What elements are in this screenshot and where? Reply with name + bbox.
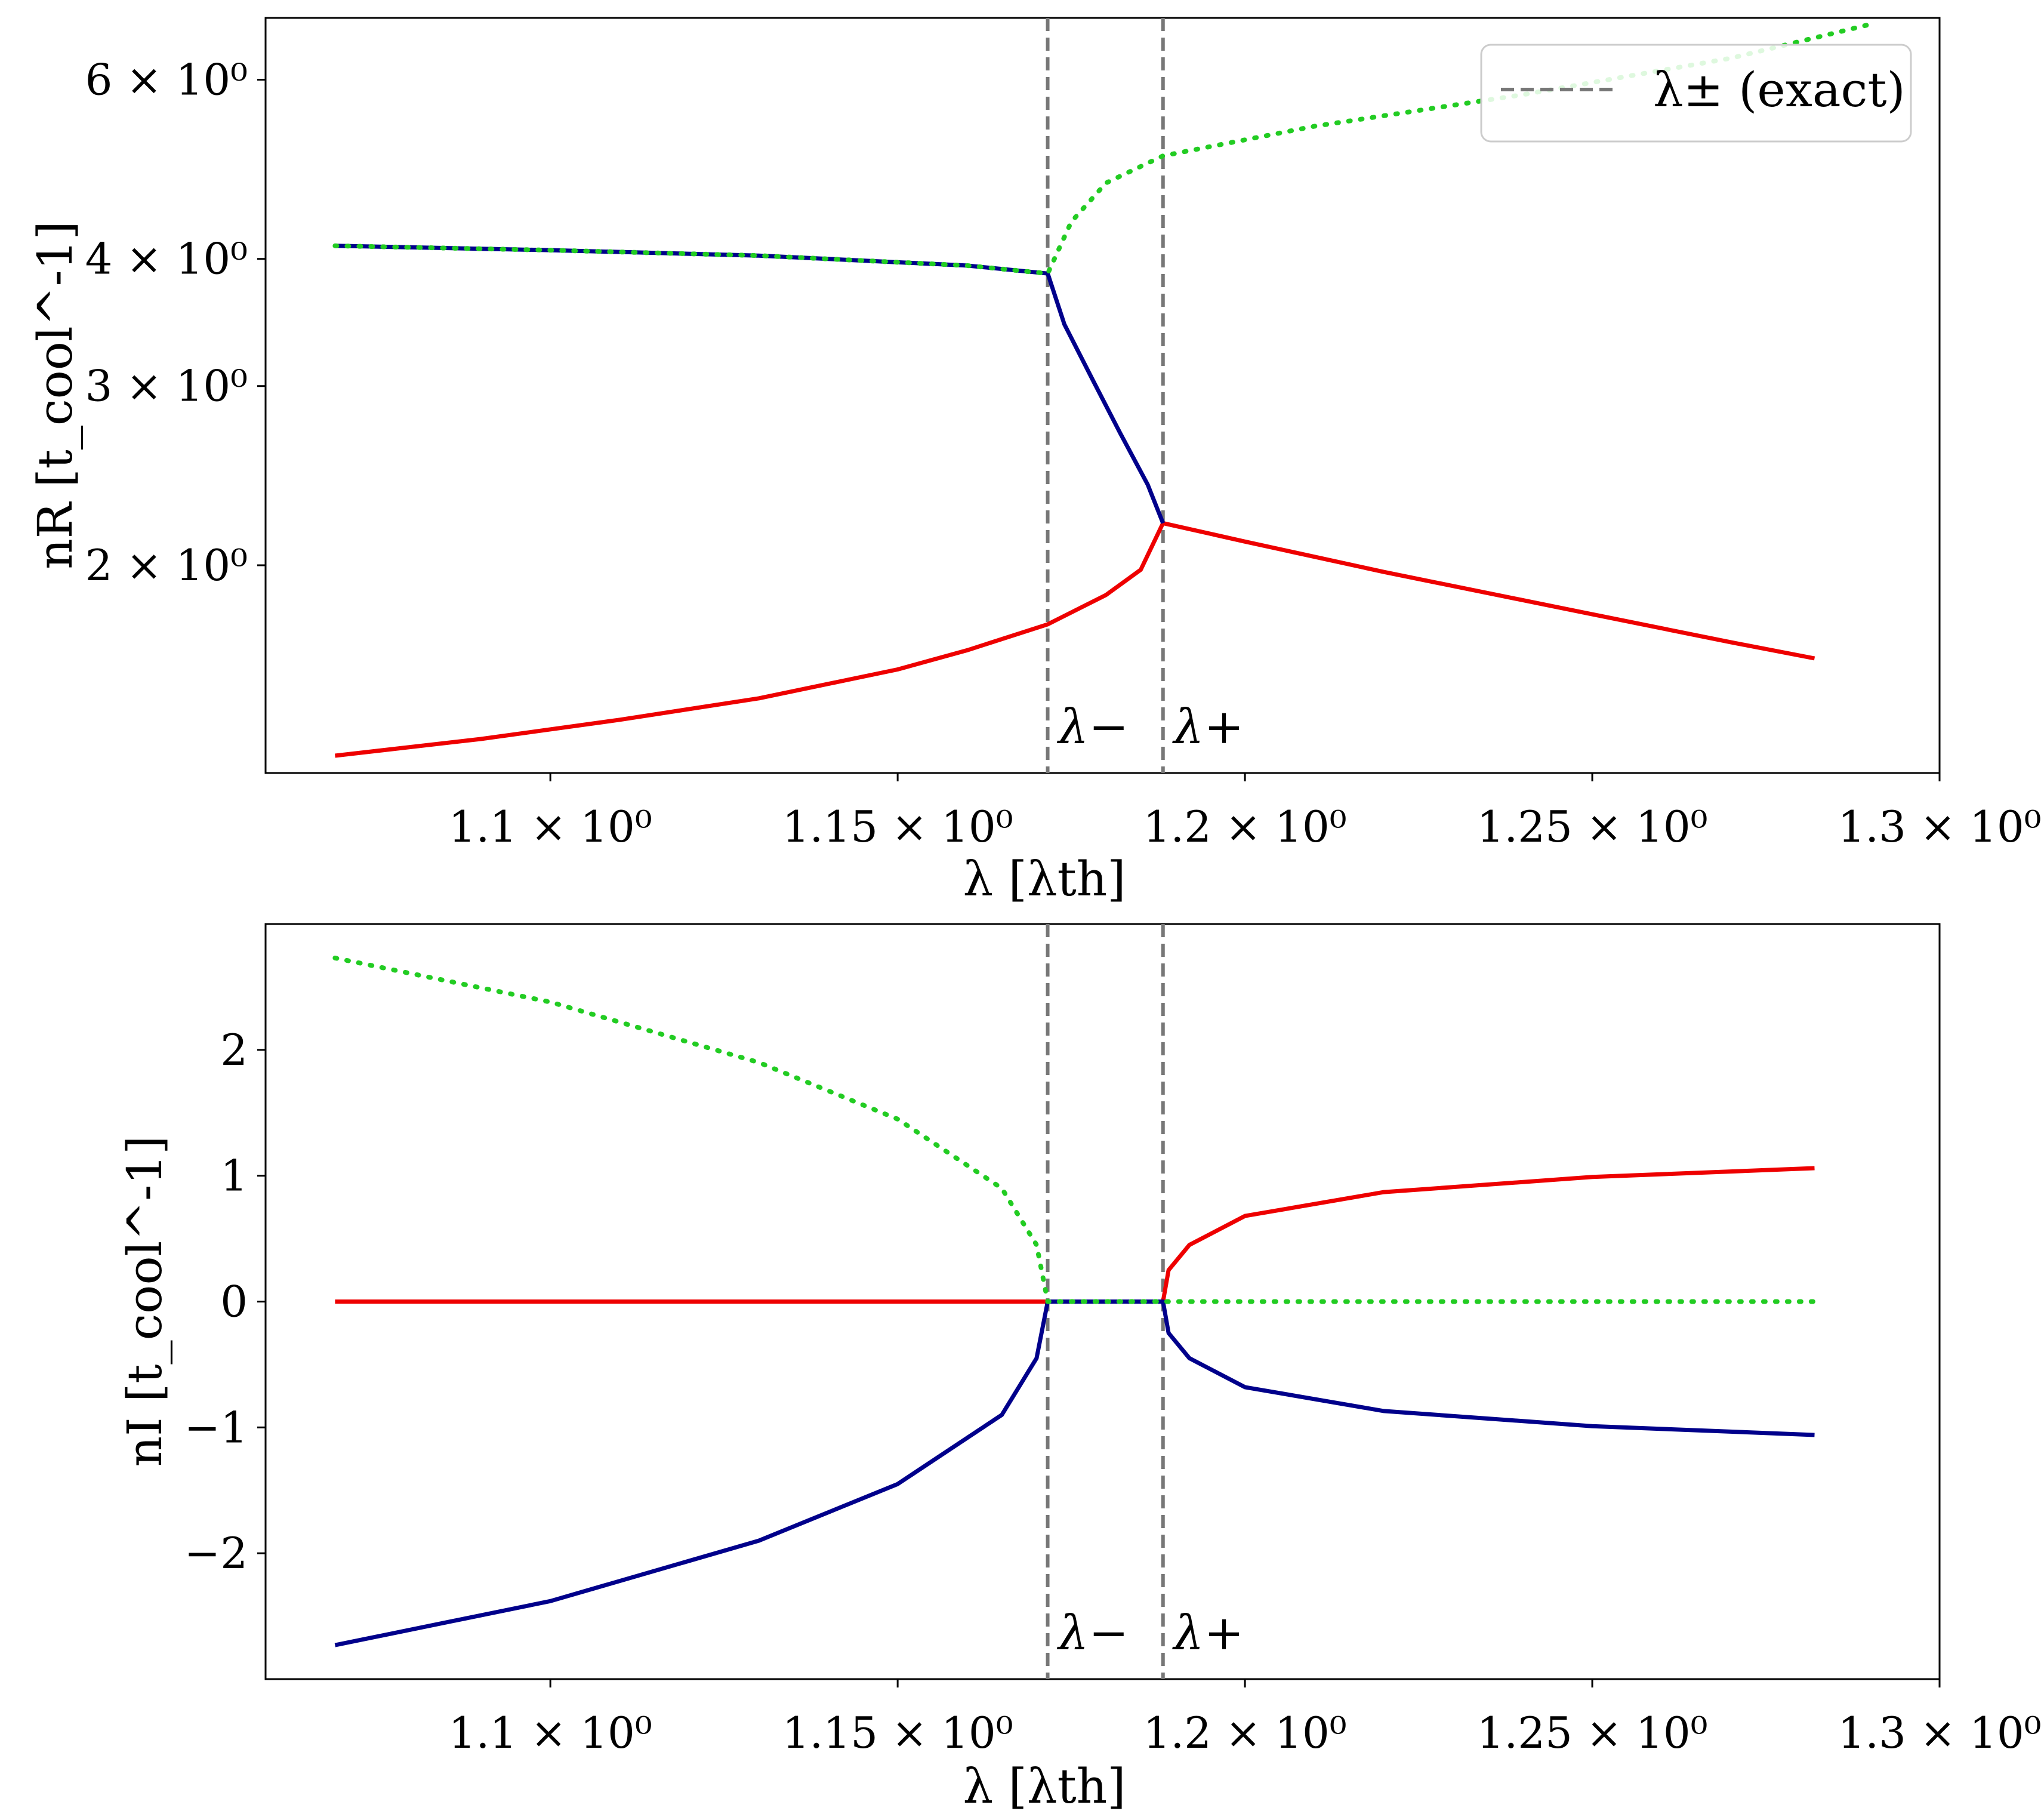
series-green-line <box>332 955 1817 1304</box>
bottom-series <box>332 955 1817 1647</box>
bottom-x-axis-label-text: λ [λth] <box>963 1759 1126 1814</box>
bottom-axis-ticks: 1.1 × 10⁰ 1.15 × 10⁰ 1.2 × 10⁰ 1.25 × 10⁰ 1.… <box>184 1025 2042 1758</box>
top-x-axis-label-text: λ [λth] <box>963 851 1126 907</box>
legend-box <box>1480 44 1912 143</box>
threshold-label: λ− <box>1057 1605 1129 1661</box>
top-threshold-lines: λ− λ+ <box>1046 18 1244 773</box>
top-y-axis-label-text: nR [t_cool^-1] <box>27 221 83 569</box>
y-tick-label: 4 × 10⁰ <box>85 234 248 284</box>
y-tick-label: −1 <box>184 1402 248 1452</box>
series-red-line <box>335 1166 1815 1304</box>
bottom-chart-panel: λ [λth] nI [t_cool^-1] 1.1 × 10⁰ 1.15 × 1… <box>117 923 2042 1814</box>
top-x-axis-label: λ [λth] <box>963 851 1126 907</box>
bottom-y-axis-label-text: nI [t_cool^-1] <box>117 1136 172 1467</box>
top-chart-panel: λ [λth] nR [t_cool^-1] 1.1 × 10⁰ 1.15 × 1… <box>27 17 2042 907</box>
threshold-label: λ+ <box>1172 1605 1244 1661</box>
y-tick-label: 2 <box>220 1025 248 1075</box>
y-tick-label: 6 × 10⁰ <box>85 54 248 104</box>
series-navy-line <box>335 244 1166 524</box>
series-red-line <box>335 521 1815 758</box>
top-plot-frame <box>264 17 1941 774</box>
y-tick-label: 2 × 10⁰ <box>85 540 248 590</box>
x-tick-label: 1.2 × 10⁰ <box>1143 1708 1347 1758</box>
x-tick-label: 1.1 × 10⁰ <box>449 1708 652 1758</box>
x-tick-label: 1.1 × 10⁰ <box>449 802 652 852</box>
top-y-axis-label: nR [t_cool^-1] <box>27 221 83 569</box>
legend: λ± (exact) <box>1480 44 1912 143</box>
bottom-y-axis-label: nI [t_cool^-1] <box>117 1136 172 1467</box>
series-navy-line <box>334 1299 1815 1647</box>
y-tick-label: −2 <box>184 1528 248 1578</box>
y-tick-label: 0 <box>220 1277 248 1327</box>
x-tick-label: 1.3 × 10⁰ <box>1838 802 2041 852</box>
top-axis-ticks: 1.1 × 10⁰ 1.15 × 10⁰ 1.2 × 10⁰ 1.25 × 10⁰ 1.… <box>85 54 2042 852</box>
threshold-label: λ− <box>1057 699 1129 754</box>
y-tick-label: 3 × 10⁰ <box>85 361 248 411</box>
threshold-label: λ+ <box>1172 699 1244 754</box>
x-tick-label: 1.15 × 10⁰ <box>782 802 1013 852</box>
legend-label: λ± (exact) <box>1653 62 1906 118</box>
x-tick-label: 1.25 × 10⁰ <box>1477 802 1708 852</box>
x-tick-label: 1.2 × 10⁰ <box>1143 802 1347 852</box>
x-tick-label: 1.15 × 10⁰ <box>782 1708 1013 1758</box>
y-tick-label: 1 <box>220 1151 248 1201</box>
x-tick-label: 1.25 × 10⁰ <box>1477 1708 1708 1758</box>
x-tick-label: 1.3 × 10⁰ <box>1838 1708 2041 1758</box>
bottom-x-axis-label: λ [λth] <box>963 1759 1126 1814</box>
top-series <box>332 21 1873 758</box>
